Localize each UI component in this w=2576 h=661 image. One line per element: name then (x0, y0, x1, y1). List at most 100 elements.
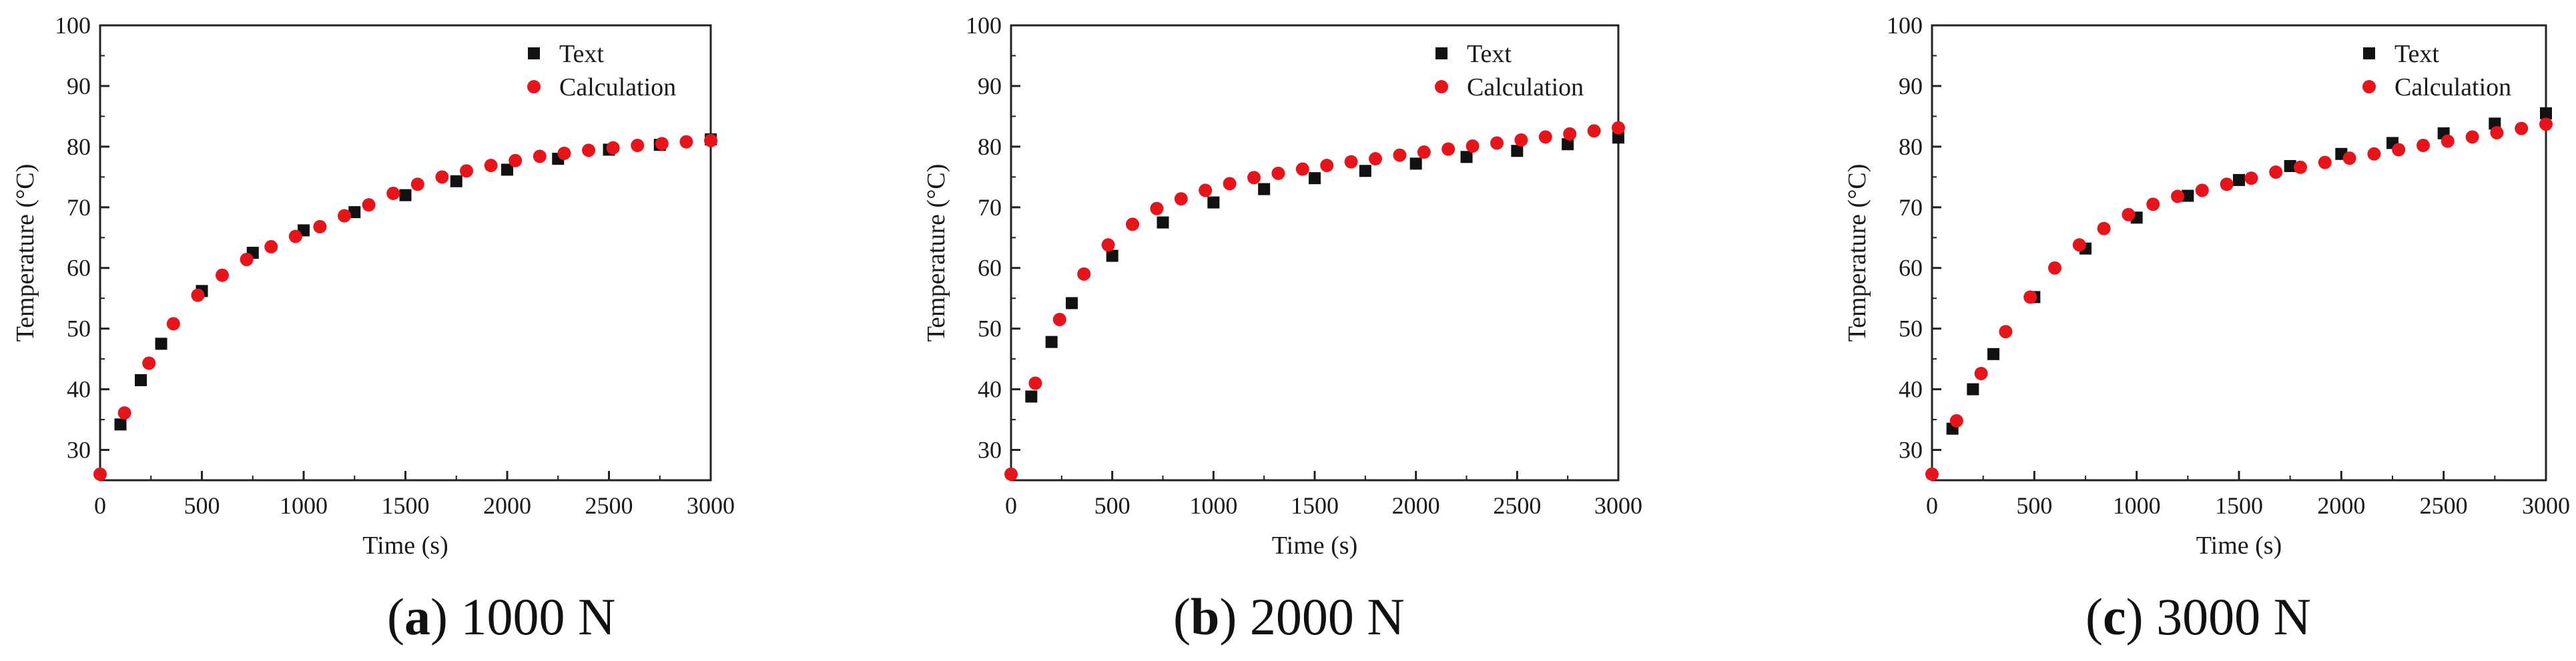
point-calculation (1247, 171, 1261, 185)
point-calculation (142, 356, 156, 370)
y-tick-label: 60 (978, 255, 1002, 281)
point-text (1309, 172, 1321, 185)
point-calculation (1004, 467, 1018, 481)
point-calculation (2244, 171, 2258, 185)
x-tick-label: 2000 (1392, 492, 1440, 519)
y-tick-label: 70 (67, 194, 91, 221)
point-calculation (2490, 125, 2504, 139)
point-calculation (484, 159, 498, 173)
point-calculation (1101, 238, 1115, 252)
point-calculation (2097, 221, 2111, 235)
point-text (1612, 131, 1624, 144)
point-calculation (216, 268, 229, 282)
point-calculation (386, 186, 400, 200)
point-calculation (557, 146, 571, 160)
point-text (1045, 336, 1058, 348)
legend-marker-text (2363, 47, 2375, 59)
point-text (1157, 216, 1169, 229)
point-calculation (1052, 313, 1066, 327)
point-text (1409, 157, 1422, 170)
point-calculation (1612, 121, 1625, 135)
chart-panel-c: 0 500 1000 1500 2000 2500 3000 30 40 50 60 70 80 90 10… (1843, 12, 2570, 560)
point-calculation (435, 170, 449, 184)
point-calculation (460, 164, 473, 178)
y-axis-label: Temperature (°C) (1843, 164, 1871, 342)
x-axis-label: Time (s) (2196, 532, 2282, 560)
point-calculation (2294, 160, 2307, 174)
y-tick-label: 60 (1899, 255, 1923, 281)
legend-marker-text (528, 47, 540, 59)
point-text (501, 163, 513, 176)
y-tick-label: 70 (1899, 194, 1923, 221)
point-calculation (1587, 124, 1601, 138)
point-calculation (2515, 121, 2529, 135)
point-calculation (533, 149, 547, 163)
point-text (155, 338, 168, 350)
y-tick-label: 100 (1887, 12, 1923, 39)
y-tick-label: 60 (67, 255, 91, 281)
y-tick-label: 30 (978, 437, 1002, 464)
caption-c-text: 3000 N (2156, 588, 2311, 646)
x-tick-label: 500 (2016, 492, 2052, 519)
caption-c-label: c (2102, 588, 2126, 646)
caption-a-text: 1000 N (460, 588, 616, 646)
point-calculation (2417, 139, 2430, 153)
point-calculation (2269, 165, 2283, 179)
legend-label-calculation: Calculation (1467, 73, 1584, 101)
point-calculation (1949, 414, 1963, 428)
point-calculation (679, 135, 693, 149)
x-tick-label: 2500 (2420, 492, 2468, 519)
point-text (114, 418, 127, 431)
point-calculation (1320, 159, 1334, 173)
point-calculation (1295, 162, 1309, 176)
data-marks (1004, 121, 1625, 481)
point-calculation (410, 177, 424, 191)
point-text (1207, 196, 1220, 209)
point-calculation (1028, 376, 1042, 390)
point-text (1460, 151, 1473, 163)
point-calculation (606, 141, 620, 155)
point-text (1967, 383, 1979, 396)
point-calculation (1925, 467, 1939, 481)
legend-label-text: Text (1467, 40, 1512, 68)
point-calculation (631, 139, 645, 153)
point-text (348, 206, 361, 219)
x-tick-label: 500 (1094, 492, 1131, 519)
x-tick-label: 0 (1926, 492, 1938, 519)
point-text (1562, 138, 1574, 151)
point-calculation (2318, 155, 2332, 169)
y-tick-label: 100 (55, 12, 91, 39)
point-calculation (2441, 134, 2455, 148)
point-text (1106, 249, 1118, 262)
point-calculation (93, 467, 107, 481)
caption-b-text: 2000 N (1249, 588, 1405, 646)
x-tick-label: 3000 (1594, 492, 1642, 519)
point-calculation (117, 406, 131, 420)
point-calculation (509, 153, 523, 167)
y-tick-label: 50 (978, 315, 1002, 342)
point-calculation (1974, 366, 1988, 380)
y-tick-label: 40 (978, 376, 1002, 403)
point-calculation (1150, 201, 1164, 215)
x-tick-label: 3000 (2522, 492, 2570, 519)
point-calculation (166, 317, 180, 331)
y-tick-label: 30 (67, 437, 91, 464)
x-tick-label: 3000 (687, 492, 735, 519)
x-tick-label: 1000 (1189, 492, 1237, 519)
point-calculation (2048, 261, 2061, 275)
point-calculation (2023, 290, 2037, 304)
point-calculation (338, 209, 351, 223)
y-tick-label: 90 (1899, 73, 1923, 99)
legend-marker-text (1435, 47, 1447, 59)
point-calculation (313, 219, 327, 233)
point-text (2284, 159, 2296, 172)
point-calculation (2465, 130, 2479, 144)
point-calculation (2195, 183, 2209, 197)
point-calculation (1417, 145, 1431, 159)
caption-b-label: b (1190, 588, 1220, 646)
legend-label-text: Text (2394, 40, 2439, 68)
point-calculation (1563, 127, 1577, 141)
point-calculation (1514, 133, 1528, 147)
x-tick-label: 1500 (2215, 492, 2263, 519)
point-calculation (1538, 130, 1552, 144)
